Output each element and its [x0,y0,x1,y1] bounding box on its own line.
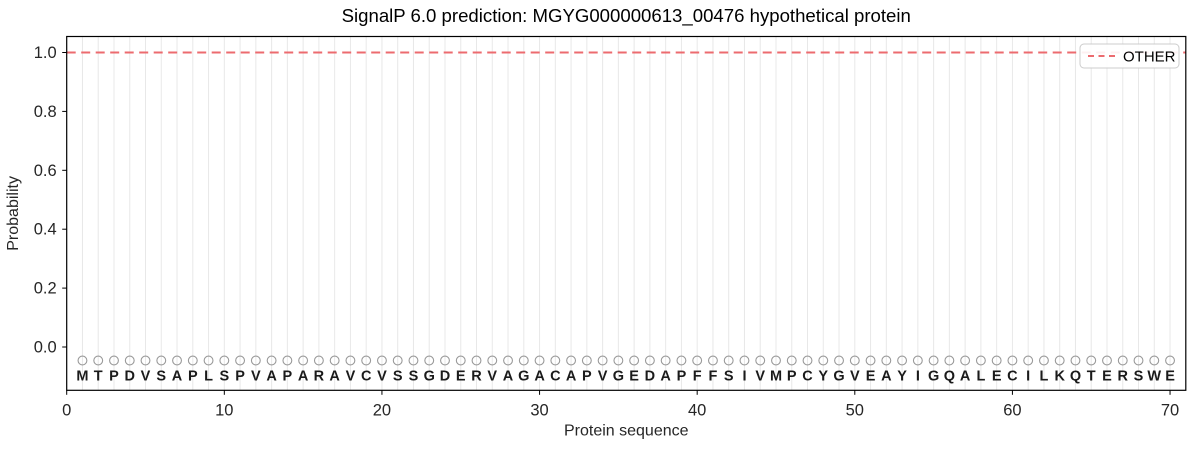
svg-text:W: W [1147,369,1161,385]
svg-text:C: C [1007,369,1018,385]
svg-text:L: L [976,369,985,385]
svg-text:R: R [314,369,325,385]
svg-text:S: S [1134,369,1144,385]
svg-text:Y: Y [897,369,907,385]
svg-text:E: E [629,369,639,385]
svg-text:E: E [1165,369,1175,385]
svg-text:0.8: 0.8 [34,103,57,121]
svg-text:G: G [833,369,844,385]
svg-text:D: D [440,369,450,385]
svg-text:G: G [928,369,939,385]
svg-text:0.6: 0.6 [34,162,57,180]
svg-text:P: P [109,369,119,385]
svg-text:A: A [960,369,971,385]
svg-text:E: E [992,369,1002,385]
svg-text:E: E [866,369,876,385]
svg-text:V: V [487,369,497,385]
svg-text:F: F [693,369,702,385]
svg-text:OTHER: OTHER [1123,48,1176,65]
svg-text:D: D [645,369,655,385]
svg-text:A: A [660,369,671,385]
svg-text:V: V [251,369,261,385]
svg-text:Q: Q [1070,369,1081,385]
svg-text:S: S [393,369,403,385]
svg-text:C: C [550,369,561,385]
svg-text:V: V [377,369,387,385]
svg-text:I: I [1026,369,1030,385]
svg-text:K: K [1054,369,1065,385]
svg-text:S: S [156,369,166,385]
svg-text:R: R [1118,369,1129,385]
svg-text:30: 30 [530,401,548,419]
svg-text:V: V [850,369,860,385]
svg-text:10: 10 [215,401,233,419]
svg-text:A: A [881,369,892,385]
svg-text:I: I [916,369,920,385]
svg-text:A: A [172,369,183,385]
svg-text:0.2: 0.2 [34,280,57,298]
svg-text:Q: Q [944,369,955,385]
svg-text:M: M [770,369,782,385]
svg-text:P: P [283,369,293,385]
svg-text:V: V [598,369,608,385]
svg-text:70: 70 [1161,401,1179,419]
svg-text:S: S [219,369,229,385]
svg-text:A: A [534,369,545,385]
svg-text:G: G [613,369,624,385]
svg-text:V: V [346,369,356,385]
svg-text:C: C [802,369,813,385]
svg-text:V: V [755,369,765,385]
svg-text:P: P [188,369,198,385]
svg-text:E: E [1102,369,1112,385]
svg-text:T: T [94,369,103,385]
svg-text:G: G [518,369,529,385]
svg-text:L: L [1040,369,1049,385]
svg-text:40: 40 [688,401,706,419]
svg-text:0.4: 0.4 [34,221,57,239]
svg-text:Probability: Probability [5,176,22,251]
svg-text:Protein sequence: Protein sequence [564,422,689,439]
svg-text:L: L [204,369,213,385]
svg-text:1.0: 1.0 [34,44,57,62]
svg-text:P: P [235,369,245,385]
svg-text:P: P [582,369,592,385]
svg-text:A: A [566,369,577,385]
svg-text:Y: Y [818,369,828,385]
svg-text:E: E [456,369,466,385]
svg-text:M: M [76,369,88,385]
svg-text:A: A [298,369,309,385]
svg-text:R: R [471,369,482,385]
svg-text:A: A [503,369,514,385]
svg-text:G: G [424,369,435,385]
svg-text:D: D [125,369,135,385]
svg-text:P: P [787,369,797,385]
svg-text:0: 0 [62,401,71,419]
svg-text:60: 60 [1003,401,1021,419]
svg-text:T: T [1087,369,1096,385]
svg-text:A: A [266,369,277,385]
svg-text:0.0: 0.0 [34,339,57,357]
svg-text:SignalP 6.0 prediction: MGYG00: SignalP 6.0 prediction: MGYG000000613_00… [342,5,911,27]
svg-text:20: 20 [373,401,391,419]
svg-text:P: P [677,369,687,385]
svg-text:F: F [709,369,718,385]
svg-text:A: A [329,369,340,385]
svg-text:50: 50 [846,401,864,419]
svg-text:S: S [409,369,419,385]
svg-text:V: V [141,369,151,385]
svg-text:I: I [742,369,746,385]
svg-text:C: C [361,369,372,385]
svg-text:S: S [724,369,734,385]
